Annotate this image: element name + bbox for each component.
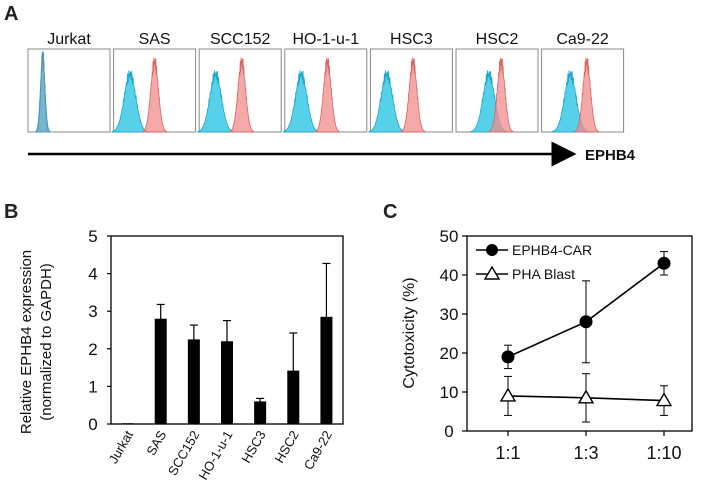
control-histogram [282,70,320,133]
data-point-circle [501,350,515,364]
data-point-triangle [499,387,517,402]
bar [121,423,134,425]
bar [254,401,267,424]
stained-histogram [142,57,167,133]
x-category-label: HSC3 [238,428,268,466]
bar-chart-ylabel: Relative EPHB4 expression [18,250,35,434]
legend-label: EPHB4-CAR [512,242,592,258]
bar-chart-ylabel-sub: (normalized to GAPDH) [38,263,55,421]
bar [320,316,333,424]
panel-label-a: A [4,3,18,25]
y-tick-label: 20 [440,344,459,363]
stained-histogram [574,57,600,133]
y-tick-label: 4 [88,265,97,284]
data-point-triangle [655,392,673,407]
x-category-label: SCC152 [165,428,203,478]
control-histogram [368,70,406,133]
histogram-panel-group: Jurkat SAS SCC152 HO-1-u-1 HSC3 HSC2 Ca9-22 [27,31,625,133]
stained-histogram [400,57,426,133]
y-tick-label: 10 [440,383,459,402]
line-chart-frame [466,235,693,432]
bar [187,339,200,424]
panel-label-b: B [4,201,18,223]
y-tick-label: 3 [88,302,97,321]
stained-histogram [229,57,255,133]
histogram-title: HSC3 [390,31,433,48]
legend-marker-triangle [483,265,501,280]
data-point-triangle [577,389,595,404]
control-histogram [197,70,234,133]
y-tick-label: 50 [440,227,459,246]
histogram-title: Ca9-22 [556,31,609,48]
control-histogram [111,70,149,133]
bar [154,318,167,424]
stained-histogram [315,57,340,133]
line-chart: 0 10 20 30 40 50 1:1 1:3 1:10 EPHB4-CAR PHA Blast [440,227,693,463]
histogram-title: Jurkat [47,31,91,48]
y-tick-label: 30 [440,305,459,324]
histogram-title: HO-1-u-1 [292,31,359,48]
x-category-label: SAS [143,428,169,458]
y-tick-label: 0 [444,422,453,441]
y-tick-label: 1 [88,377,97,396]
y-tick-label: 40 [440,266,459,285]
stained-histogram [488,57,514,133]
histogram-title: SCC152 [210,31,271,48]
legend-label: PHA Blast [512,266,575,282]
stained-histogram [36,53,50,133]
x-category-label: Ca9-22 [301,428,335,472]
line-chart-ylabel: Cytotoxicity (%) [401,277,418,388]
data-point-circle [657,256,671,270]
histogram-title: SAS [139,31,171,48]
histogram-title: HSC2 [476,31,519,48]
y-tick-label: 0 [88,415,97,434]
bar [221,341,233,424]
legend: EPHB4-CAR PHA Blast [476,242,592,282]
x-tick-label: 1:10 [646,443,681,463]
x-category-label: HSC2 [272,428,302,466]
y-tick-label: 5 [88,227,97,246]
y-tick-label: 2 [88,340,97,359]
x-category-label: Jurkat [105,428,136,466]
data-point-circle [579,315,593,329]
legend-marker-circle [486,244,498,256]
ephb4-axis-label: EPHB4 [585,147,636,164]
x-tick-label: 1:3 [573,443,598,463]
x-tick-label: 1:1 [495,443,520,463]
panel-label-c: C [383,201,397,223]
